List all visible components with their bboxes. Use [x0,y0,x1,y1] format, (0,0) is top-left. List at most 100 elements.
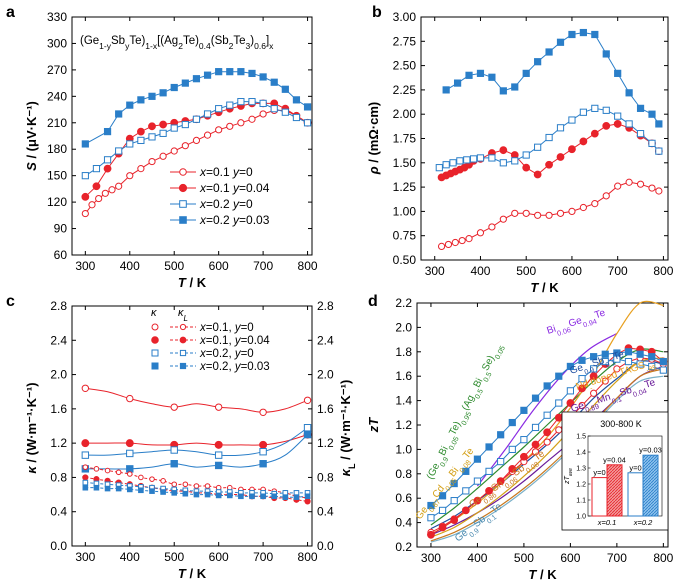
data-point [126,140,134,148]
data-point [624,357,633,366]
y-tick-label: 1.0 [395,442,412,456]
data-point [543,411,551,419]
y-tick-label: 0.50 [393,253,417,267]
y-axis-label-right: κL / (W·m⁻¹·K⁻¹) [338,380,357,477]
y-tick-label: 1.6 [395,369,412,383]
data-point [614,69,622,77]
data-point [534,58,542,66]
data-point [601,357,609,366]
data-point [522,69,530,77]
data-point [159,89,167,97]
data-point [476,69,485,77]
data-point [249,493,255,500]
data-point [659,357,667,366]
data-point [531,440,540,449]
inset-plot-frame [587,435,663,517]
inset-bar [591,477,608,517]
data-point [556,124,565,132]
inset-group-label: x=0.1 [597,518,617,527]
data-point [545,133,553,142]
data-point [488,73,496,81]
data-point [427,514,435,522]
x-tick-label: 700 [253,550,273,564]
data-point [590,389,598,397]
y-tick-label-right: 0.8 [317,470,334,484]
x-tick-label: 500 [164,550,184,564]
data-point [115,469,122,476]
data-point [591,200,599,208]
data-point [103,127,112,136]
data-point [193,483,200,489]
data-point [497,458,505,466]
data-point [556,153,565,161]
series-line [85,387,308,413]
data-point [193,491,200,498]
y-tick-label: 2.00 [393,107,417,121]
data-point [508,418,516,427]
x-axis-label: T / K [178,566,207,581]
inset-y-tick-label: 1.5 [576,434,586,441]
data-point [237,98,245,106]
data-point [138,474,144,481]
data-point [578,375,586,383]
data-point [214,461,223,470]
data-point [181,142,189,150]
data-point [259,73,267,81]
data-point [578,401,586,410]
y-tick-label: 300 [47,36,67,50]
inset-y-tick-label: 1.1 [576,498,586,505]
data-point [126,486,133,493]
data-point [270,105,278,113]
data-point [602,121,611,130]
y-tick-label: 0.8 [50,470,67,484]
legend-marker [179,168,187,176]
data-point [82,474,89,481]
data-point [170,83,178,92]
data-point [81,192,90,201]
panel-label: a [6,4,15,21]
inset-y-tick-label: 1.2 [576,482,586,489]
data-point [126,172,134,180]
data-point [613,120,622,128]
data-point [182,490,189,497]
data-point [450,516,459,525]
data-point [101,189,109,197]
data-point [578,356,586,364]
x-tick-label: 600 [209,259,229,273]
data-point [531,448,540,456]
data-point [648,362,656,371]
data-point [499,146,508,155]
y-tick-label: 1.75 [393,132,417,146]
reference-curve [430,368,664,542]
data-point [137,136,145,145]
data-point [148,92,156,100]
y-tick-label: 2.0 [50,368,67,382]
legend-marker [178,183,188,193]
data-point [293,494,300,500]
data-point [438,523,447,532]
data-point [578,384,586,393]
data-point [458,236,466,245]
y-tick-label: 150 [47,169,67,183]
data-point [259,99,267,107]
data-point [438,492,447,500]
data-point [427,530,435,539]
legend-label: x=0.1, y=0 [199,322,254,334]
data-point [497,431,505,439]
annotation-label: Ge0.86Sn0.06Sb0.08Te [467,448,549,513]
data-point [485,486,493,495]
data-point [138,487,144,494]
data-point [303,396,312,404]
data-point [450,497,458,505]
x-axis-label: T / K [530,280,559,295]
data-point [545,160,553,169]
data-point [648,139,656,147]
legend-marker [151,349,159,357]
data-point [226,101,234,109]
y-tick-label: 60 [54,248,68,262]
data-point [248,98,256,106]
y-tick-label-right: 2.8 [317,299,334,313]
data-point [648,184,656,192]
inset-bar-label: y=0.04 [603,455,626,464]
data-point [104,467,111,474]
